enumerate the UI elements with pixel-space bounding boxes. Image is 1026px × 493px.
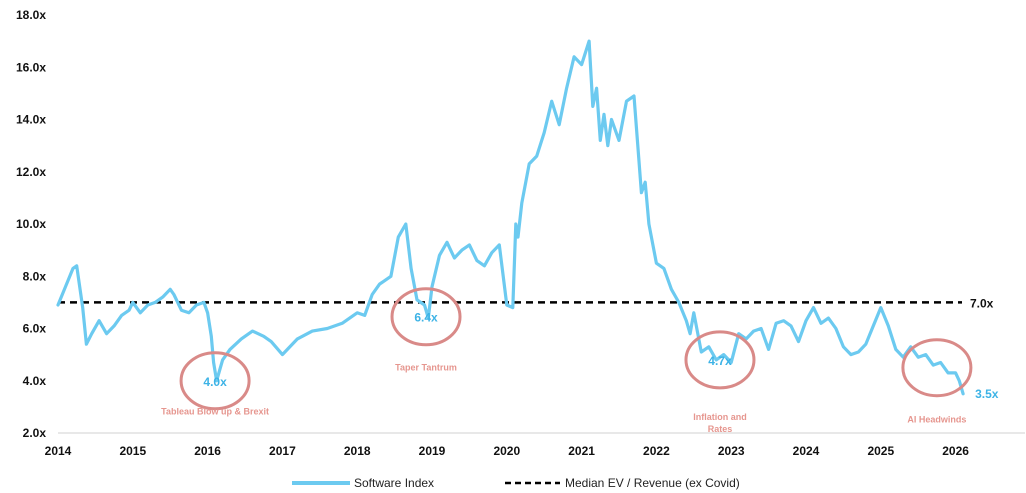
x-tick-label: 2022 (643, 444, 670, 458)
annotation-caption: Tableau Blow up & Brexit (161, 407, 269, 417)
annotation-circle (684, 330, 756, 390)
x-tick-label: 2025 (867, 444, 894, 458)
y-tick-label: 16.0x (16, 60, 46, 74)
y-tick-label: 14.0x (16, 113, 46, 127)
annotation-caption: Taper Tantrum (395, 362, 457, 372)
legend: Software Index Median EV / Revenue (ex C… (292, 476, 740, 490)
x-tick-label: 2018 (344, 444, 371, 458)
annotation-caption: Rates (708, 424, 733, 434)
y-tick-label: 18.0x (16, 8, 46, 22)
x-tick-label: 2014 (45, 444, 72, 458)
x-tick-label: 2023 (718, 444, 745, 458)
annotation-value-label: 4.0x (203, 375, 227, 389)
software-index-line (56, 39, 965, 396)
y-tick-label: 8.0x (23, 269, 47, 283)
annotation-circle (901, 338, 973, 398)
y-tick-label: 12.0x (16, 165, 46, 179)
x-tick-label: 2019 (419, 444, 446, 458)
legend-software-index-label: Software Index (354, 476, 434, 490)
x-tick-label: 2020 (493, 444, 520, 458)
legend-median-label: Median EV / Revenue (ex Covid) (565, 476, 740, 490)
end-value-label: 3.5x (975, 387, 999, 401)
annotation-caption: AI Headwinds (907, 415, 966, 425)
x-tick-label: 2024 (793, 444, 820, 458)
annotation-value-label: 4.7x (708, 354, 732, 368)
annotation-circle (179, 351, 251, 411)
annotation-value-label: 6.4x (414, 311, 438, 325)
y-tick-label: 10.0x (16, 217, 46, 231)
x-tick-label: 2026 (942, 444, 969, 458)
y-tick-label: 6.0x (23, 322, 47, 336)
x-tick-label: 2021 (568, 444, 595, 458)
y-axis-ticks: 2.0x 4.0x 6.0x 8.0x 10.0x 12.0x 14.0x 16.0x 18.0… (16, 8, 46, 440)
x-tick-label: 2017 (269, 444, 296, 458)
y-tick-label: 4.0x (23, 374, 47, 388)
annotations: 4.0x Tableau Blow up & Brexit 6.4x Taper Ta… (161, 287, 973, 434)
x-axis-ticks: 2014 2015 2016 2017 2018 2019 2020 2021 2022 2023… (45, 444, 970, 458)
x-tick-label: 2016 (194, 444, 221, 458)
annotation-caption: Inflation and (693, 412, 747, 422)
median-value-label: 7.0x (970, 296, 994, 310)
x-tick-label: 2015 (119, 444, 146, 458)
y-tick-label: 2.0x (23, 426, 47, 440)
annotation-circle (390, 287, 462, 347)
